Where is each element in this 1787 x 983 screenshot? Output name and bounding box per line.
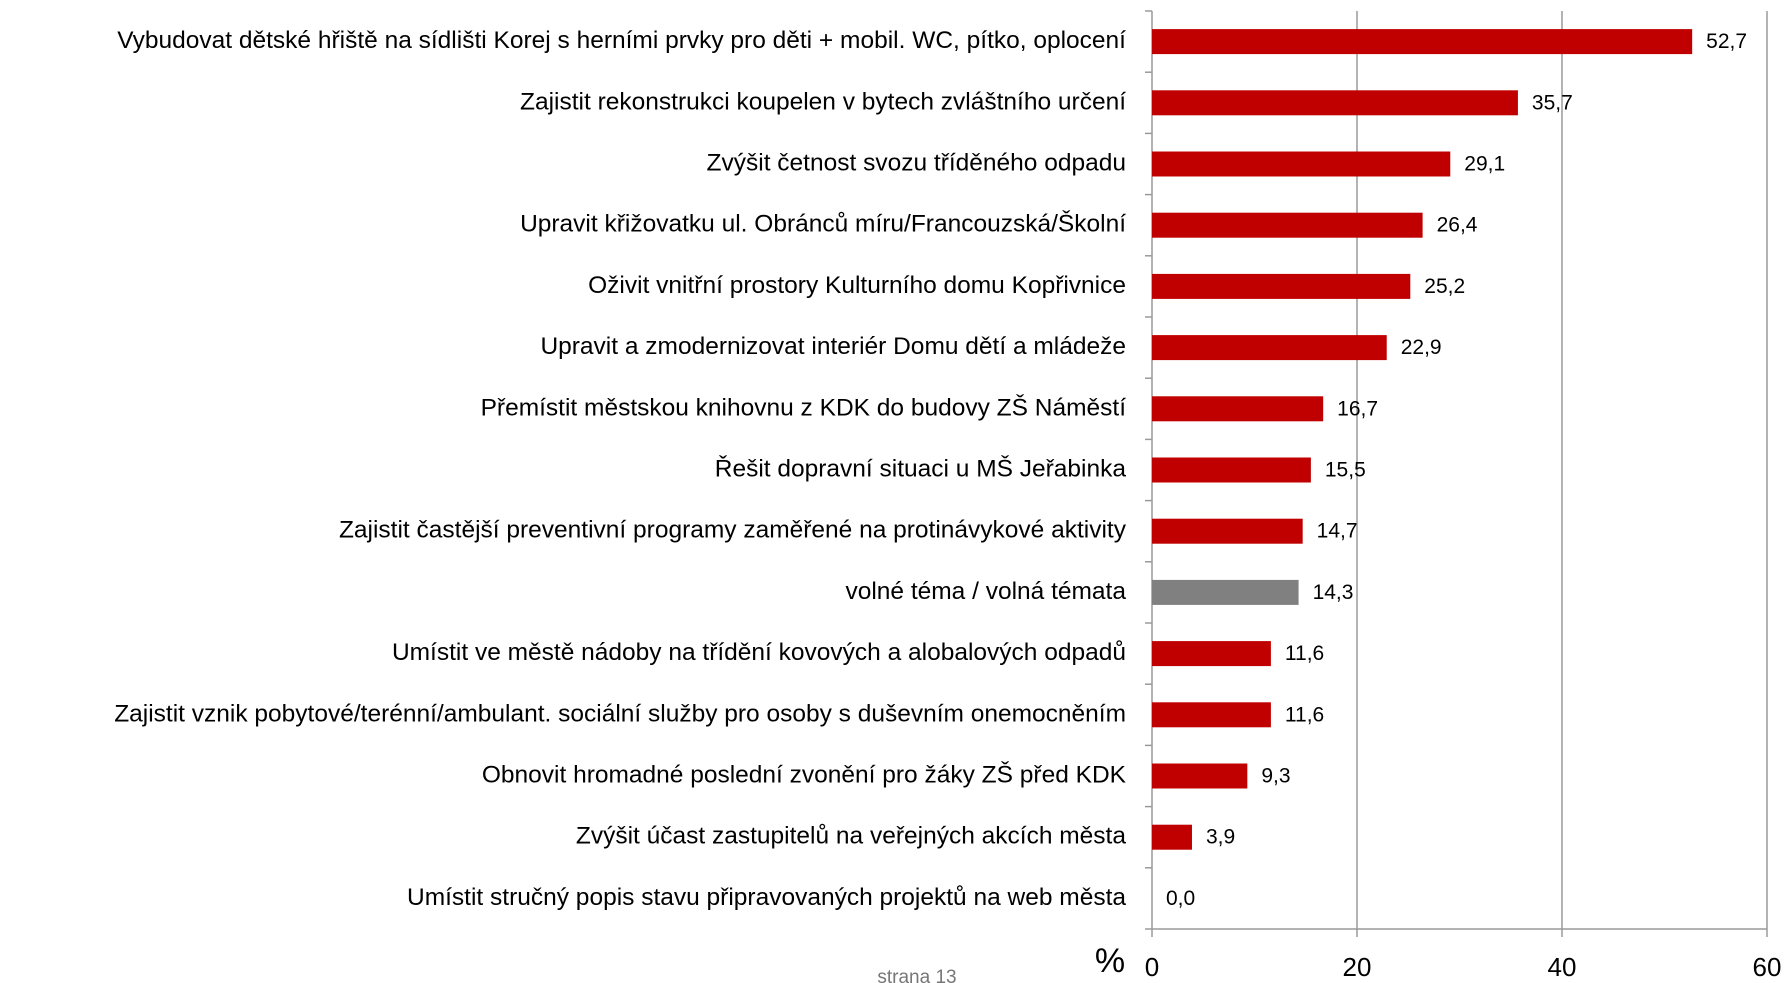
category-label: Řešit dopravní situaci u MŠ Jeřabinka xyxy=(715,454,1127,482)
data-label: 35,7 xyxy=(1532,91,1573,114)
data-label: 16,7 xyxy=(1337,397,1378,420)
data-label: 0,0 xyxy=(1166,887,1195,910)
data-label: 11,6 xyxy=(1285,703,1324,726)
data-label: 26,4 xyxy=(1437,214,1478,237)
category-label: Zajistit vznik pobytové/terénní/ambulant… xyxy=(114,700,1126,727)
category-label: Zvýšit četnost svozu tříděného odpadu xyxy=(707,149,1126,176)
data-label: 15,5 xyxy=(1325,459,1366,482)
footer: strana 13 xyxy=(877,967,956,983)
category-label: volné téma / volná témata xyxy=(845,578,1126,605)
category-label: Umístit ve městě nádoby na třídění kovov… xyxy=(392,639,1126,666)
category-label: Oživit vnitřní prostory Kulturního domu … xyxy=(588,272,1126,299)
bar xyxy=(1152,579,1299,605)
category-label: Přemístit městskou knihovnu z KDK do bud… xyxy=(481,393,1127,421)
data-label: 3,9 xyxy=(1206,826,1235,849)
category-label: Obnovit hromadné poslední zvonění pro žá… xyxy=(482,760,1127,788)
x-axis-label: % xyxy=(1095,942,1125,980)
bar xyxy=(1152,641,1271,667)
category-label: Zajistit častější preventivní programy z… xyxy=(339,517,1127,544)
data-label: 25,2 xyxy=(1424,275,1465,298)
bar xyxy=(1152,29,1693,55)
bar xyxy=(1152,763,1248,789)
data-label: 9,3 xyxy=(1261,765,1290,788)
bar xyxy=(1152,90,1518,116)
data-label: 14,3 xyxy=(1313,581,1354,604)
bar xyxy=(1152,457,1311,483)
data-label: 14,7 xyxy=(1317,520,1358,543)
data-label: 11,6 xyxy=(1285,642,1324,665)
category-label: Umístit stručný popis stavu připravovaný… xyxy=(407,884,1126,911)
x-tick-label: 40 xyxy=(1548,952,1577,982)
bar xyxy=(1152,335,1387,361)
bar xyxy=(1152,824,1192,850)
category-label: Upravit a zmodernizovat interiér Domu dě… xyxy=(540,333,1126,360)
bar xyxy=(1152,702,1271,728)
category-label: Upravit křižovatku ul. Obránců míru/Fran… xyxy=(520,210,1126,238)
category-label: Vybudovat dětské hřiště na sídlišti Kore… xyxy=(117,27,1126,54)
data-label: 22,9 xyxy=(1401,336,1442,359)
bar xyxy=(1152,273,1411,299)
x-tick-label: 20 xyxy=(1343,952,1372,982)
data-label: 29,1 xyxy=(1464,153,1505,176)
bar xyxy=(1152,518,1303,544)
bar xyxy=(1152,212,1423,238)
category-label: Zajistit rekonstrukci koupelen v bytech … xyxy=(520,88,1126,115)
x-tick-label: 0 xyxy=(1145,952,1159,982)
data-label: 52,7 xyxy=(1706,30,1747,53)
bar xyxy=(1152,396,1324,422)
bar xyxy=(1152,151,1451,177)
x-tick-label: 60 xyxy=(1753,952,1782,982)
category-label: Zvýšit účast zastupitelů na veřejných ak… xyxy=(576,823,1126,850)
